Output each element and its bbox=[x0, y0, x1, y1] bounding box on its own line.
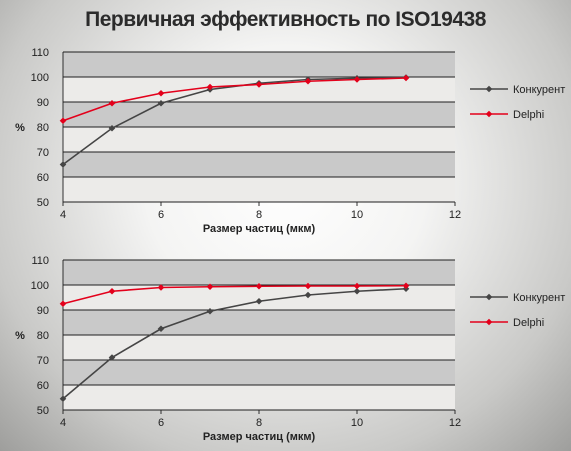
x-tick-label: 12 bbox=[449, 209, 461, 221]
y-tick-label: 60 bbox=[37, 380, 49, 392]
x-tick-label: 6 bbox=[158, 417, 164, 429]
data-point bbox=[157, 284, 165, 291]
x-tick-label: 12 bbox=[449, 417, 461, 429]
y-tick-label: 100 bbox=[31, 280, 49, 292]
x-axis-label: Размер частиц (мкм) bbox=[203, 223, 316, 235]
y-tick-label: 110 bbox=[31, 47, 49, 59]
chart-panel-1 bbox=[59, 51, 508, 206]
plot-band bbox=[63, 52, 455, 77]
data-point bbox=[353, 282, 361, 290]
y-tick-label: 80 bbox=[37, 122, 49, 134]
data-point bbox=[402, 74, 410, 82]
y-tick-label: 70 bbox=[37, 147, 49, 159]
data-point bbox=[402, 282, 410, 290]
y-tick-label: 80 bbox=[37, 330, 49, 342]
legend-label: Delphi bbox=[513, 109, 544, 121]
chart-panel-2 bbox=[59, 259, 508, 414]
data-point bbox=[206, 283, 214, 291]
plot-band bbox=[63, 152, 455, 177]
data-point bbox=[255, 81, 263, 88]
x-tick-label: 10 bbox=[351, 209, 363, 221]
data-point bbox=[353, 76, 361, 83]
data-point bbox=[206, 83, 214, 91]
y-tick-label: 50 bbox=[37, 405, 49, 417]
data-point bbox=[206, 307, 214, 315]
chart-title: Первичная эффективность по ISO19438 bbox=[85, 8, 486, 31]
data-point bbox=[59, 300, 67, 308]
legend-marker bbox=[485, 318, 493, 326]
data-point bbox=[353, 287, 361, 295]
data-point bbox=[59, 395, 67, 403]
data-point bbox=[59, 161, 67, 168]
series-line-2 bbox=[62, 284, 407, 305]
data-point bbox=[108, 124, 116, 132]
y-tick-label: 50 bbox=[37, 197, 49, 209]
legend-marker bbox=[485, 110, 493, 118]
legend-label: Delphi bbox=[513, 317, 544, 329]
plot-band bbox=[63, 335, 455, 360]
x-tick-label: 6 bbox=[158, 209, 164, 221]
plot-band bbox=[63, 260, 455, 285]
data-point bbox=[255, 282, 263, 290]
y-tick-label: 110 bbox=[31, 255, 49, 267]
y-tick-label: 90 bbox=[37, 97, 49, 109]
legend-marker bbox=[485, 85, 493, 93]
plot-band bbox=[63, 177, 455, 202]
data-point bbox=[304, 291, 312, 299]
y-axis-label: % bbox=[15, 330, 25, 342]
data-point bbox=[304, 77, 312, 85]
y-tick-label: 60 bbox=[37, 172, 49, 184]
data-point bbox=[108, 99, 116, 107]
y-tick-label: 100 bbox=[31, 72, 49, 84]
series-line-1 bbox=[62, 287, 407, 400]
data-point bbox=[304, 282, 312, 290]
legend-label: Конкурент bbox=[513, 292, 565, 304]
data-point bbox=[108, 354, 116, 361]
data-point bbox=[157, 89, 165, 97]
x-tick-label: 8 bbox=[256, 209, 262, 221]
y-tick-label: 90 bbox=[37, 305, 49, 317]
legend-label: Конкурент bbox=[513, 84, 565, 96]
data-point bbox=[157, 325, 165, 333]
x-axis-label: Размер частиц (мкм) bbox=[203, 431, 316, 443]
plot-band bbox=[63, 102, 455, 127]
plot-band bbox=[63, 360, 455, 385]
data-point bbox=[157, 99, 165, 107]
x-tick-label: 4 bbox=[60, 417, 66, 429]
data-point bbox=[108, 287, 116, 295]
y-tick-label: 70 bbox=[37, 355, 49, 367]
legend-marker bbox=[485, 293, 493, 301]
data-point bbox=[255, 297, 263, 305]
plot-band bbox=[63, 127, 455, 152]
y-axis-label: % bbox=[15, 122, 25, 134]
plot-band bbox=[63, 310, 455, 335]
x-tick-label: 8 bbox=[256, 417, 262, 429]
data-point bbox=[59, 117, 67, 125]
series-line-2 bbox=[62, 77, 407, 122]
plot-band bbox=[63, 385, 455, 410]
x-tick-label: 4 bbox=[60, 209, 66, 221]
x-tick-label: 10 bbox=[351, 417, 363, 429]
